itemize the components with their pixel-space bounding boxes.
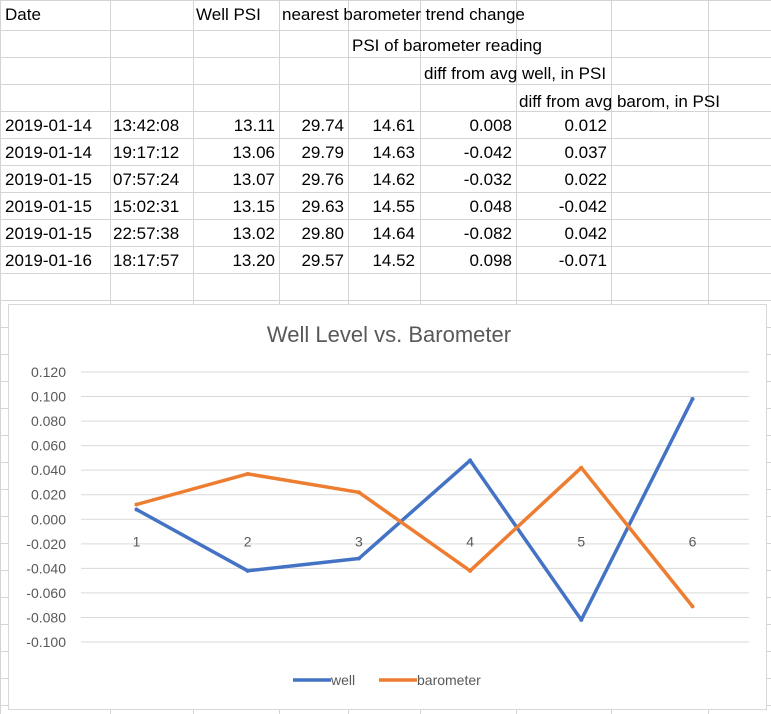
data-point-barometer[interactable] <box>356 490 361 495</box>
table-cell: 29.79 <box>301 143 344 162</box>
y-tick-label: -0.060 <box>26 585 66 601</box>
header-cell: Well PSI <box>196 5 261 24</box>
table-cell: 29.63 <box>301 197 344 216</box>
header-cell: Date <box>5 5 41 24</box>
table-cell: 13.02 <box>232 224 275 243</box>
data-point-barometer[interactable] <box>134 502 139 507</box>
table-cell: 13.07 <box>232 170 275 189</box>
table-cell: -0.032 <box>464 170 512 189</box>
table-cell: 0.098 <box>469 251 512 270</box>
table-cell: 14.52 <box>372 251 415 270</box>
y-tick-label: 0.120 <box>31 364 66 380</box>
table-cell: 13.11 <box>234 116 275 135</box>
data-point-barometer[interactable] <box>468 568 473 573</box>
data-point-well[interactable] <box>579 617 584 622</box>
table-cell: 22:57:38 <box>113 224 179 243</box>
table-cell: 19:17:12 <box>113 143 179 162</box>
y-tick-label: -0.040 <box>26 560 66 576</box>
legend-label-barometer: barometer <box>417 672 481 688</box>
x-tick-label: 2 <box>244 533 252 549</box>
y-tick-label: 0.100 <box>31 389 66 405</box>
table-cell: 29.80 <box>301 224 344 243</box>
chart-title: Well Level vs. Barometer <box>267 322 511 347</box>
table-cell: 14.61 <box>372 116 415 135</box>
y-tick-label: -0.080 <box>26 609 66 625</box>
x-tick-label: 1 <box>133 533 141 549</box>
series-line-well[interactable] <box>134 397 695 622</box>
table-cell: 14.64 <box>372 224 415 243</box>
table-cell: 0.037 <box>564 143 607 162</box>
table-cell: 14.63 <box>372 143 415 162</box>
table-cell: 0.048 <box>469 197 512 216</box>
table-cell: 13.06 <box>232 143 275 162</box>
table-cell: 18:17:57 <box>113 251 179 270</box>
header-cell: PSI of barometer reading <box>352 36 542 55</box>
table-cell: 2019-01-16 <box>5 251 92 270</box>
y-tick-label: 0.020 <box>31 487 66 503</box>
table-cell: 29.57 <box>301 251 344 270</box>
table-cell: -0.082 <box>464 224 512 243</box>
series-line-barometer[interactable] <box>134 465 695 609</box>
table-cell: 14.62 <box>372 170 415 189</box>
legend-label-well: well <box>330 672 355 688</box>
table-cell: 0.022 <box>564 170 607 189</box>
header-cell: nearest barometer trend change <box>282 5 525 24</box>
data-point-well[interactable] <box>468 458 473 463</box>
data-point-well[interactable] <box>245 568 250 573</box>
y-tick-label: -0.020 <box>26 536 66 552</box>
table-cell: 0.042 <box>564 224 607 243</box>
table-cell: 0.012 <box>564 116 607 135</box>
table-cell: -0.071 <box>559 251 607 270</box>
data-point-well[interactable] <box>134 507 139 512</box>
table-cell: 13.20 <box>232 251 275 270</box>
data-point-well[interactable] <box>690 397 695 401</box>
y-tick-label: 0.080 <box>31 413 66 429</box>
line-chart: Well Level vs. Barometer 0.120 0.100 0.080 0… <box>26 322 749 688</box>
data-point-barometer[interactable] <box>579 465 584 470</box>
header-cell: diff from avg well, in PSI <box>424 64 606 83</box>
data-point-barometer[interactable] <box>690 604 695 609</box>
table-cell: 2019-01-15 <box>5 197 92 216</box>
table-cell: 15:02:31 <box>113 197 179 216</box>
x-tick-label: 4 <box>466 533 474 549</box>
data-point-barometer[interactable] <box>245 471 250 476</box>
table-cell: 2019-01-14 <box>5 116 92 135</box>
x-tick-label: 3 <box>355 533 363 549</box>
table-cell: -0.042 <box>464 143 512 162</box>
data-point-well[interactable] <box>356 556 361 561</box>
y-tick-label: 0.000 <box>31 511 66 527</box>
table-cell: 29.76 <box>301 170 344 189</box>
table-cell: 0.008 <box>469 116 512 135</box>
table-cell: 07:57:24 <box>113 170 179 189</box>
table-cell: 2019-01-15 <box>5 170 92 189</box>
x-tick-label: 5 <box>577 533 585 549</box>
chart-container[interactable]: Well Level vs. Barometer 0.120 0.100 0.080 0… <box>8 304 767 710</box>
table-cell: 13:42:08 <box>113 116 179 135</box>
y-tick-label: 0.060 <box>31 438 66 454</box>
x-tick-label: 6 <box>689 533 697 549</box>
table-cell: 2019-01-15 <box>5 224 92 243</box>
table-cell: 13.15 <box>232 197 275 216</box>
y-tick-label: -0.100 <box>26 634 66 650</box>
table-cell: 29.74 <box>301 116 344 135</box>
header-cell: diff from avg barom, in PSI <box>519 92 720 111</box>
table-cell: 2019-01-14 <box>5 143 92 162</box>
table-cell: 14.55 <box>372 197 415 216</box>
y-tick-label: 0.040 <box>31 462 66 478</box>
table-cell: -0.042 <box>559 197 607 216</box>
